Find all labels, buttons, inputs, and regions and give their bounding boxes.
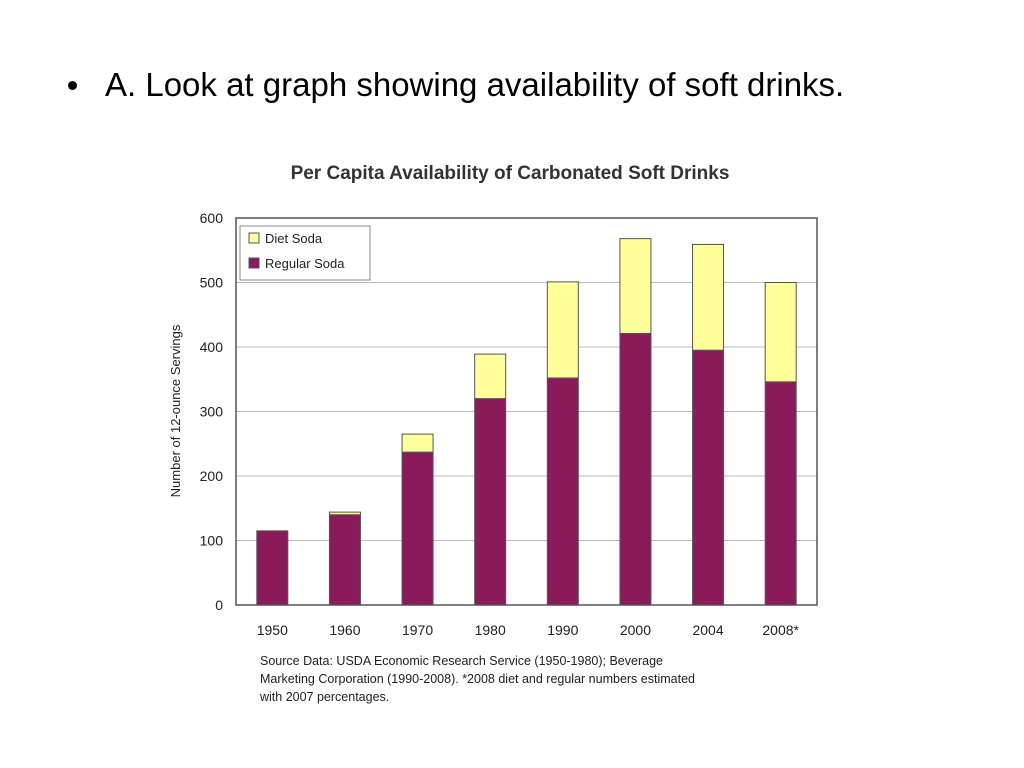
source-note-line: Source Data: USDA Economic Research Serv… bbox=[260, 654, 663, 668]
slide-bullet: A. Look at graph showing availability of… bbox=[68, 66, 844, 104]
x-tick-label: 1950 bbox=[257, 622, 288, 638]
y-tick-labels: 0 100 200 300 400 500 600 bbox=[200, 210, 224, 613]
bar-regular-soda bbox=[764, 381, 797, 606]
bar-regular-soda bbox=[328, 514, 361, 606]
bullet-dot-icon bbox=[68, 80, 77, 90]
x-tick-label: 1980 bbox=[475, 622, 506, 638]
bar-regular-soda bbox=[474, 398, 507, 606]
y-tick-label: 600 bbox=[200, 210, 224, 226]
bar-diet-soda bbox=[401, 433, 434, 453]
source-note-line: with 2007 percentages. bbox=[259, 690, 389, 704]
y-tick-label: 0 bbox=[215, 597, 223, 613]
legend-swatch bbox=[248, 257, 260, 269]
bar-regular-soda bbox=[692, 349, 725, 606]
y-tick-label: 200 bbox=[200, 468, 224, 484]
x-tick-label: 2000 bbox=[620, 622, 651, 638]
x-tick-label: 1970 bbox=[402, 622, 433, 638]
bar-diet-soda bbox=[764, 282, 797, 383]
y-axis-title: Number of 12-ounce Servings bbox=[168, 324, 183, 497]
bar-regular-soda bbox=[619, 332, 652, 606]
plot-frame bbox=[235, 217, 818, 606]
bar-regular-soda bbox=[546, 377, 579, 606]
bar-diet-soda bbox=[619, 238, 652, 334]
source-note-line: Marketing Corporation (1990-2008). *2008… bbox=[260, 672, 695, 686]
bar-diet-soda bbox=[546, 281, 579, 379]
y-tick-label: 400 bbox=[200, 339, 224, 355]
x-tick-label: 1990 bbox=[547, 622, 578, 638]
x-tick-label: 2004 bbox=[692, 622, 723, 638]
bars bbox=[256, 238, 797, 606]
legend-box bbox=[239, 225, 371, 281]
bar-regular-soda bbox=[401, 451, 434, 606]
bar-diet-soda bbox=[328, 511, 361, 516]
y-tick-label: 500 bbox=[200, 275, 224, 291]
gridlines bbox=[236, 282, 817, 541]
legend: Diet Soda Regular Soda bbox=[239, 225, 371, 281]
y-tick-label: 300 bbox=[200, 404, 224, 420]
bar-diet-soda bbox=[474, 353, 507, 400]
x-tick-labels: 1950 1960 1970 1980 1990 2000 2004 2008* bbox=[257, 622, 800, 638]
x-tick-label: 2008* bbox=[762, 622, 799, 638]
bar-regular-soda bbox=[256, 530, 289, 606]
legend-label: Diet Soda bbox=[265, 231, 323, 246]
legend-swatch bbox=[248, 232, 260, 244]
bar-diet-soda bbox=[692, 243, 725, 351]
legend-label: Regular Soda bbox=[265, 256, 345, 271]
y-tick-label: 100 bbox=[200, 533, 224, 549]
bullet-text: A. Look at graph showing availability of… bbox=[105, 66, 845, 103]
source-note: Source Data: USDA Economic Research Serv… bbox=[259, 654, 695, 704]
x-tick-label: 1960 bbox=[329, 622, 360, 638]
chart-title: Per Capita Availability of Carbonated So… bbox=[291, 163, 730, 184]
